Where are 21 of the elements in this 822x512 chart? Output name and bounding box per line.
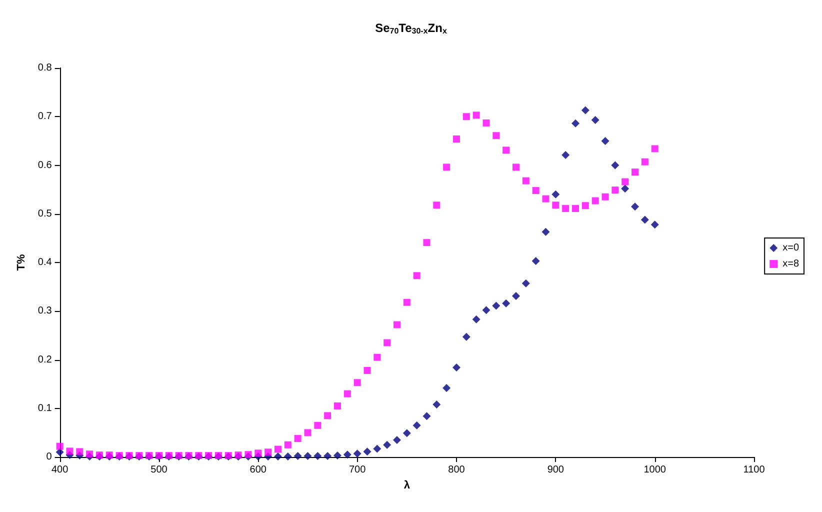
x-tick-label: 700 (348, 464, 366, 476)
x-tick-label: 400 (51, 464, 69, 476)
y-axis-title: T% (16, 254, 28, 271)
y-tick-label: 0.3 (38, 306, 52, 317)
y-tick-label: 0.6 (38, 160, 52, 171)
y-tick-label: 0.4 (38, 257, 52, 268)
y-tick-label: 0.8 (38, 62, 52, 74)
x-tick-label: 500 (150, 464, 168, 476)
y-tick-label: 0.7 (38, 111, 52, 122)
y-tick-label: 0.5 (38, 208, 52, 220)
legend-label: x=8 (782, 258, 800, 270)
x-axis-title: λ (404, 479, 410, 492)
x-tick-label: 900 (547, 464, 564, 476)
y-tick-label: 0 (46, 452, 52, 462)
y-tick-label: 0.2 (38, 354, 52, 366)
y-tick-label: 0.1 (38, 402, 52, 414)
x-tick-label: 1100 (743, 464, 766, 476)
x-tick-label: 800 (448, 464, 466, 476)
legend-label: x=0 (782, 242, 800, 254)
x-tick-label: 600 (250, 464, 267, 476)
x-tick-label: 1000 (644, 464, 666, 476)
